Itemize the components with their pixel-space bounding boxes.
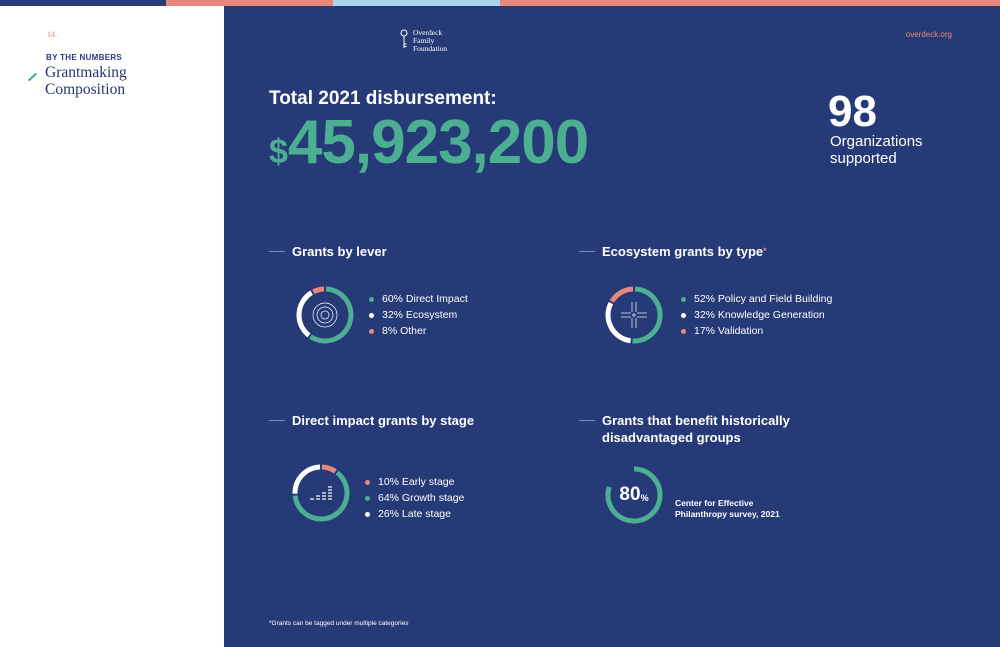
ecosystem-by-type-block: Ecosystem grants by type* 52% Policy and… bbox=[579, 243, 879, 363]
stage-donut-chart bbox=[292, 464, 350, 522]
legend-label: 10% Early stage bbox=[378, 476, 455, 488]
disadvantaged-groups-block: Grants that benefit historically disadva… bbox=[579, 412, 879, 542]
header-dash bbox=[269, 251, 285, 252]
legend-item: 52% Policy and Field Building bbox=[681, 291, 832, 307]
logo-line-1: Overdeck bbox=[413, 28, 443, 37]
block-title-text: Ecosystem grants by type bbox=[602, 244, 764, 259]
top-bar-segment-coral bbox=[166, 0, 333, 6]
top-bar-segment-lightblue bbox=[333, 0, 500, 6]
legend-item: 17% Validation bbox=[681, 323, 832, 339]
survey-source: Center for Effective Philanthropy survey… bbox=[675, 498, 780, 519]
donut-segment-2 bbox=[292, 470, 350, 522]
legend-label: 64% Growth stage bbox=[378, 492, 465, 504]
grants-by-lever-block: Grants by lever 60% Direct Impact 32% Ec… bbox=[269, 243, 549, 363]
legend-dot bbox=[681, 328, 686, 334]
organizations-label: Organizations supported bbox=[830, 133, 923, 167]
logo-line-3: Foundation bbox=[413, 44, 448, 53]
donut-segment-1 bbox=[309, 286, 354, 344]
donut-segment-1 bbox=[321, 464, 337, 474]
legend-item: 60% Direct Impact bbox=[369, 291, 468, 307]
percent-readout: 80% bbox=[604, 465, 664, 525]
legend-dot bbox=[365, 511, 370, 517]
ecosystem-legend: 52% Policy and Field Building 32% Knowle… bbox=[681, 291, 832, 339]
legend-label: 8% Other bbox=[382, 325, 427, 337]
direct-by-stage-block: Direct impact grants by stage 10% Early … bbox=[269, 412, 549, 542]
block-header: Direct impact grants by stage bbox=[269, 412, 474, 429]
disbursement-label: Total 2021 disbursement: bbox=[269, 88, 497, 109]
legend-item: 32% Ecosystem bbox=[369, 307, 468, 323]
sidebar: 14. BY THE NUMBERS Grantmaking Compositi… bbox=[0, 6, 224, 647]
top-bar-segment-navy bbox=[0, 0, 166, 6]
main-panel: Overdeck Family Foundation overdeck.org … bbox=[224, 6, 1000, 647]
header-dash bbox=[269, 420, 285, 421]
header-dash bbox=[579, 420, 595, 421]
legend-label: 26% Late stage bbox=[378, 508, 451, 520]
crossroads-icon bbox=[621, 302, 647, 328]
top-bar-segment-coral-2 bbox=[500, 0, 1000, 6]
legend-label: 52% Policy and Field Building bbox=[694, 293, 833, 305]
legend-item: 8% Other bbox=[369, 323, 468, 339]
top-color-bar bbox=[0, 0, 1000, 6]
legend-item: 26% Late stage bbox=[365, 506, 464, 522]
donut-segment-2 bbox=[605, 301, 632, 344]
lever-donut-chart bbox=[296, 286, 354, 344]
legend-dot bbox=[369, 328, 374, 334]
legend-label: 32% Knowledge Generation bbox=[694, 309, 825, 321]
ring-progress-arc bbox=[605, 466, 663, 524]
block-header: Grants by lever bbox=[269, 243, 387, 260]
key-logo-icon bbox=[400, 29, 408, 48]
logo-text: Overdeck Family Foundation bbox=[413, 29, 447, 53]
percent-value: 80 bbox=[619, 484, 641, 505]
block-title: Grants that benefit historically disadva… bbox=[602, 412, 790, 446]
donut-segment-3 bbox=[609, 286, 634, 303]
percent-sign: % bbox=[640, 493, 649, 503]
page-number: 14. bbox=[47, 30, 57, 39]
disadvantaged-progress-ring bbox=[605, 466, 663, 524]
growth-bars-icon bbox=[310, 486, 332, 500]
legend-label: 32% Ecosystem bbox=[382, 309, 458, 321]
footnote: *Grants can be tagged under multiple cat… bbox=[269, 620, 409, 627]
pencil-icon bbox=[28, 72, 37, 81]
legend-dot bbox=[365, 495, 370, 501]
donut-segment-1 bbox=[632, 286, 663, 344]
section-kicker: BY THE NUMBERS bbox=[46, 53, 123, 62]
organizations-count: 98 bbox=[828, 87, 877, 136]
asterisk: * bbox=[763, 246, 767, 256]
donut-segment-3 bbox=[292, 464, 321, 494]
legend-item: 32% Knowledge Generation bbox=[681, 307, 832, 323]
legend-dot bbox=[681, 312, 686, 318]
block-title-line-1: Grants that benefit historically bbox=[602, 413, 790, 428]
icon-ring-middle bbox=[316, 306, 334, 324]
donut-segment-2 bbox=[296, 290, 314, 338]
legend-item: 10% Early stage bbox=[365, 474, 464, 490]
amount-value: 45,923,200 bbox=[287, 108, 589, 177]
legend-label: 60% Direct Impact bbox=[382, 293, 468, 305]
section-title: Grantmaking Composition bbox=[45, 64, 127, 98]
logo-line-2: Family bbox=[413, 36, 435, 45]
legend-dot bbox=[365, 479, 370, 485]
legend-dot bbox=[369, 296, 374, 302]
legend-item: 64% Growth stage bbox=[365, 490, 464, 506]
block-title: Grants by lever bbox=[292, 244, 387, 259]
legend-label: 17% Validation bbox=[694, 325, 764, 337]
block-title: Ecosystem grants by type* bbox=[602, 243, 767, 260]
legend-dot bbox=[681, 296, 686, 302]
website-link[interactable]: overdeck.org bbox=[905, 30, 952, 39]
block-header: Grants that benefit historically disadva… bbox=[579, 412, 790, 446]
disbursement-amount: $ 45,923,200 bbox=[269, 106, 589, 189]
icon-ring-inner bbox=[320, 310, 330, 320]
currency-symbol: $ bbox=[269, 133, 288, 171]
lever-legend: 60% Direct Impact 32% Ecosystem 8% Other bbox=[369, 291, 468, 339]
icon-ring-outer bbox=[312, 302, 338, 328]
block-title: Direct impact grants by stage bbox=[292, 413, 475, 428]
stage-legend: 10% Early stage 64% Growth stage 26% Lat… bbox=[365, 474, 464, 522]
legend-dot bbox=[369, 312, 374, 318]
header-dash bbox=[579, 251, 595, 252]
foundation-logo: Overdeck Family Foundation bbox=[400, 29, 447, 53]
ecosystem-donut-chart bbox=[605, 286, 663, 344]
donut-segment-3 bbox=[312, 286, 325, 295]
block-header: Ecosystem grants by type* bbox=[579, 243, 767, 260]
block-title-line-2: disadvantaged groups bbox=[602, 430, 741, 445]
